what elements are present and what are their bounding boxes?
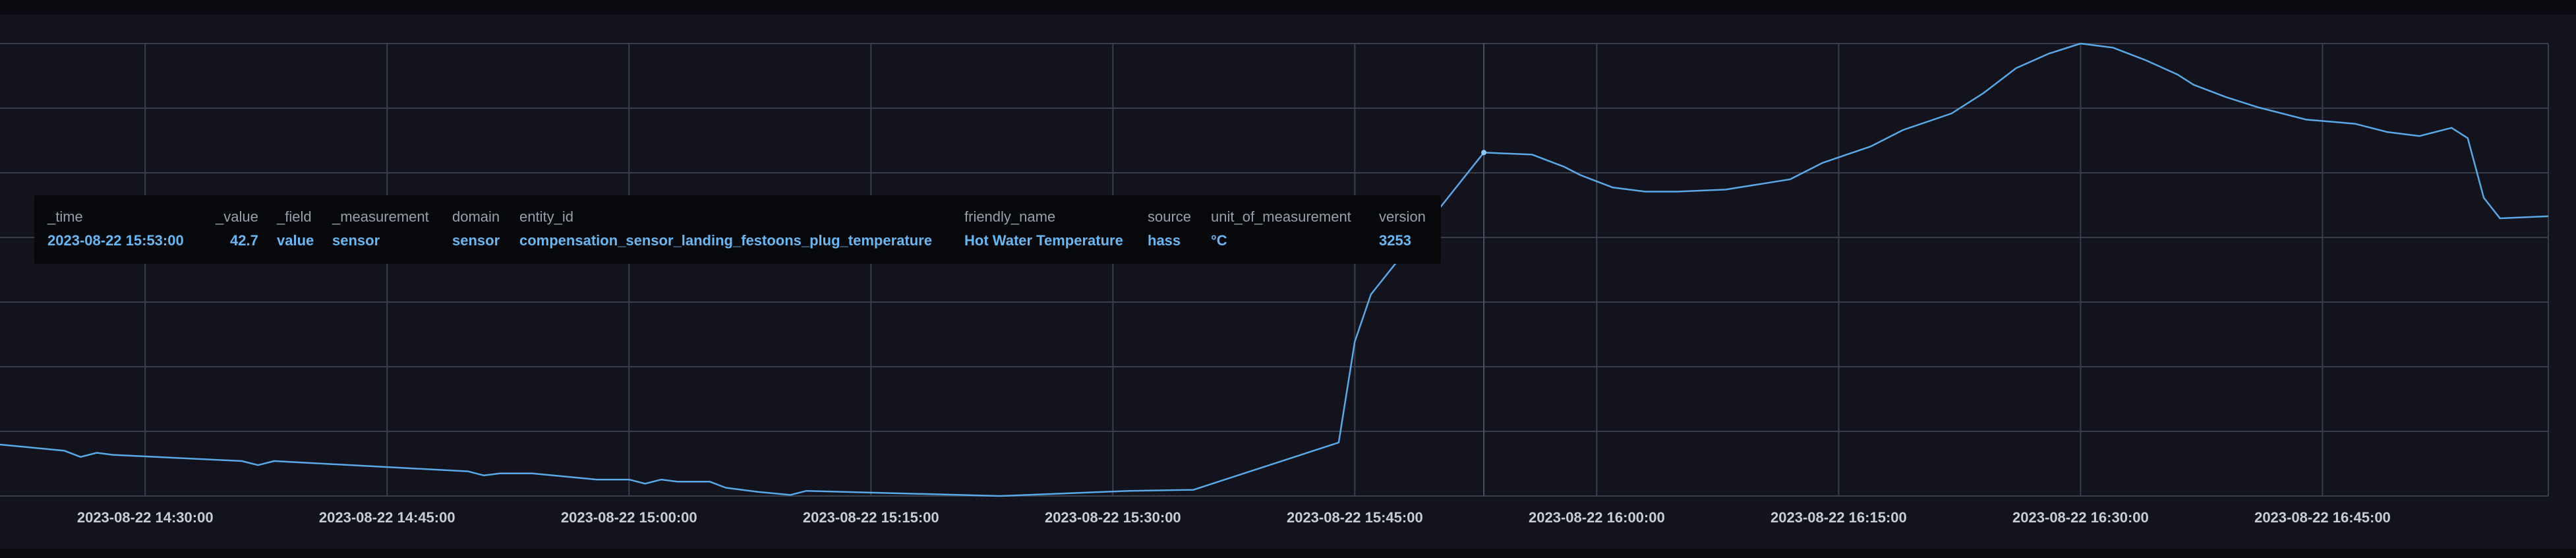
tooltip-header-unit: unit_of_measurement (1211, 208, 1351, 225)
tooltip-header-value: _value (216, 208, 258, 225)
top-band (0, 0, 2576, 15)
tooltip-header-time: _time (47, 208, 83, 225)
tooltip-value-friendly-name: Hot Water Temperature (964, 232, 1123, 249)
tooltip-header-measurement: _measurement (332, 208, 429, 225)
tooltip-header-friendly-name: friendly_name (964, 208, 1056, 225)
horizontal-gridlines (0, 43, 2549, 497)
hover-tooltip: _time 2023-08-22 15:53:00 _value 42.7 _f… (34, 195, 1441, 264)
tooltip-header-source: source (1148, 208, 1192, 225)
x-tick-label: 2023-08-22 15:00:00 (561, 509, 697, 526)
tooltip-value-entity-id: compensation_sensor_landing_festoons_plu… (519, 232, 932, 249)
tooltip-header-entity-id: entity_id (519, 208, 573, 225)
x-tick-label: 2023-08-22 16:30:00 (2012, 509, 2149, 526)
x-tick-label: 2023-08-22 14:45:00 (319, 509, 455, 526)
bottom-band (0, 549, 2576, 558)
hover-point[interactable] (1481, 150, 1487, 156)
x-tick-label: 2023-08-22 15:15:00 (803, 509, 939, 526)
x-tick-label: 2023-08-22 16:00:00 (1529, 509, 1665, 526)
tooltip-value-source: hass (1148, 232, 1181, 249)
tooltip-header-domain: domain (452, 208, 500, 225)
tooltip-header-version: version (1379, 208, 1426, 225)
x-tick-label: 2023-08-22 16:15:00 (1771, 509, 1907, 526)
tooltip-value-domain: sensor (452, 232, 500, 249)
series-line-hot-water-temperature[interactable] (0, 42, 2549, 497)
x-tick-label: 2023-08-22 16:45:00 (2254, 509, 2391, 526)
x-tick-label: 2023-08-22 14:30:00 (77, 509, 214, 526)
tooltip-value-measurement: sensor (332, 232, 380, 249)
tooltip-header-field: _field (277, 208, 312, 225)
x-axis-tick-labels: 2023-08-22 14:30:00 2023-08-22 14:45:00 20… (77, 509, 2391, 526)
tooltip-value-time: 2023-08-22 15:53:00 (47, 232, 184, 249)
tooltip-value-version: 3253 (1379, 232, 1411, 249)
tooltip-value-field: value (277, 232, 314, 249)
x-tick-label: 2023-08-22 15:45:00 (1287, 509, 1423, 526)
vertical-gridlines (144, 44, 2324, 496)
x-tick-label: 2023-08-22 15:30:00 (1045, 509, 1181, 526)
tooltip-value-unit: °C (1211, 232, 1227, 249)
tooltip-value-value: 42.7 (230, 232, 258, 249)
